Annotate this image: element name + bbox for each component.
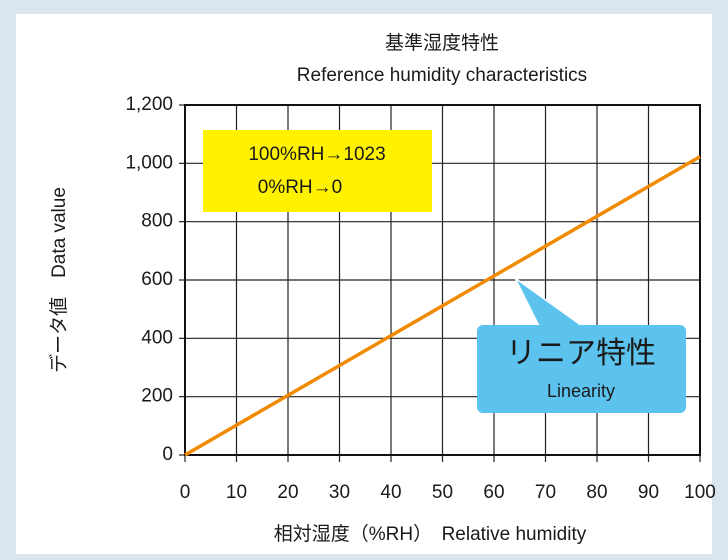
x-tick-label: 50 <box>432 482 453 503</box>
x-tick-label: 0 <box>180 482 191 503</box>
annotation-text: 0%RH→0 <box>258 177 342 198</box>
x-tick-label: 70 <box>535 482 556 503</box>
panel <box>16 14 712 554</box>
callout-subtitle: Linearity <box>547 381 615 401</box>
data-line <box>184 155 701 457</box>
x-axis-label: 相対湿度（%RH） Relative humidity <box>274 523 587 545</box>
x-tick-label: 40 <box>380 482 401 503</box>
plot-frame <box>184 104 701 456</box>
y-tick-label: 800 <box>141 211 173 232</box>
x-tick-label: 90 <box>638 482 659 503</box>
y-tick-label: 1,200 <box>125 94 173 115</box>
y-tick-label: 1,000 <box>125 152 173 173</box>
callout-box <box>477 325 686 413</box>
x-tick-label: 60 <box>483 482 504 503</box>
y-tick-label: 0 <box>162 444 173 465</box>
callout-title: リニア特性 <box>506 337 656 370</box>
y-tick-label: 600 <box>141 269 173 290</box>
x-tick-label: 30 <box>329 482 350 503</box>
x-tick-label: 10 <box>226 482 247 503</box>
chart-title: 基準湿度特性 <box>385 32 499 54</box>
y-tick-label: 400 <box>141 327 173 348</box>
x-tick-label: 80 <box>586 482 607 503</box>
chart-subtitle: Reference humidity characteristics <box>297 65 587 86</box>
y-tick-label: 200 <box>141 386 173 407</box>
x-tick-label: 100 <box>684 482 716 503</box>
annotation-box <box>203 130 432 212</box>
y-axis-label: データ値 Data value <box>48 187 70 373</box>
annotation-text: 100%RH→1023 <box>248 144 385 165</box>
x-tick-label: 20 <box>277 482 298 503</box>
